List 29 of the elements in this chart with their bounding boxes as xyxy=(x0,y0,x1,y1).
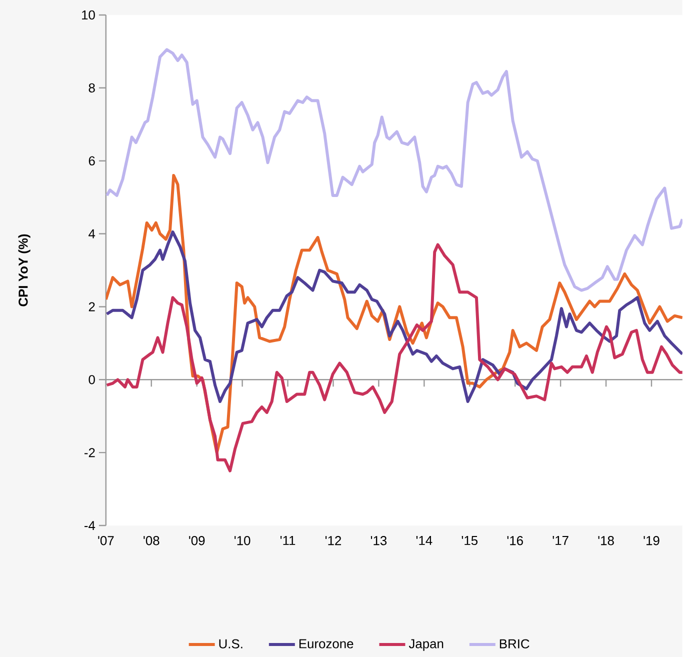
y-tick-label: 8 xyxy=(88,83,95,92)
x-tick-label: '12 xyxy=(325,536,342,545)
y-tick-label: 10 xyxy=(82,10,95,20)
x-tick-label: '07 xyxy=(98,536,114,545)
x-tick-label: '10 xyxy=(234,536,250,545)
y-tick-label: 6 xyxy=(88,156,95,166)
x-tick-label: '13 xyxy=(370,536,387,545)
y-axis-title: CPI YoY (%) xyxy=(18,234,30,306)
y-tick-label: -4 xyxy=(84,520,96,530)
x-tick-label: '08 xyxy=(144,536,160,545)
legend-label: U.S. xyxy=(219,639,242,648)
y-tick-label: 2 xyxy=(88,302,95,312)
y-tick-label: 4 xyxy=(88,229,96,238)
line-series xyxy=(106,243,682,472)
x-tick-label: '14 xyxy=(416,536,432,545)
line-series xyxy=(106,230,682,403)
x-tick-label: '11 xyxy=(280,536,296,545)
y-tick-label: 0 xyxy=(88,374,95,384)
legend-label: BRIC xyxy=(500,639,530,648)
x-tick-label: '19 xyxy=(644,536,660,545)
x-tick-label: '16 xyxy=(507,536,523,545)
legend-label: Japan xyxy=(408,639,444,651)
x-tick-label: '15 xyxy=(462,536,478,545)
x-tick-label: '18 xyxy=(598,536,614,545)
y-tick-label: -2 xyxy=(84,448,95,457)
legend-label: Eurozone xyxy=(299,639,354,648)
line-series xyxy=(106,48,682,292)
x-tick-label: '09 xyxy=(189,536,205,545)
x-tick-label: '17 xyxy=(552,536,568,545)
